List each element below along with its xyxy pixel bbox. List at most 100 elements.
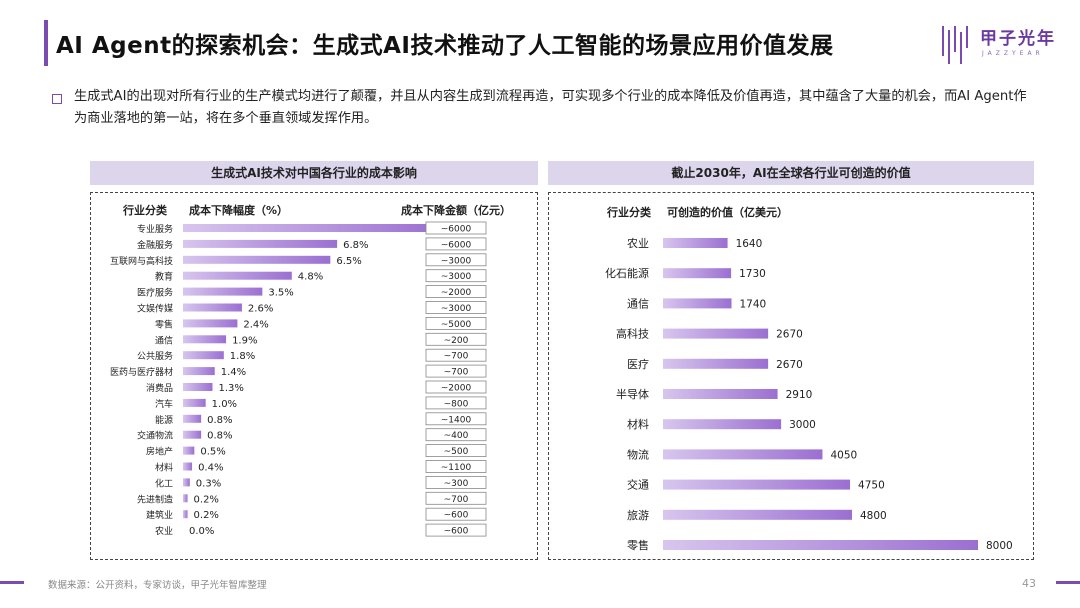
amount-box [425, 317, 487, 330]
value-header: 成本下降幅度（%） [189, 203, 288, 217]
category-label: 零售 [627, 538, 649, 552]
amount-label: ~200 [444, 336, 469, 346]
value-label: 2670 [776, 359, 803, 371]
amount-label: ~3000 [441, 272, 472, 282]
bar [183, 383, 213, 391]
value-label: 6.5% [336, 256, 361, 267]
bar [663, 419, 782, 430]
amount-box [425, 523, 487, 537]
bar [183, 271, 292, 280]
bar [663, 298, 732, 309]
amount-box [425, 428, 487, 442]
category-label: 教育 [155, 271, 173, 283]
amount-label: ~6000 [441, 240, 472, 250]
amount-box [425, 412, 487, 426]
category-label: 旅游 [627, 508, 649, 522]
category-label: 物流 [627, 447, 649, 461]
category-label: 建筑业 [146, 509, 173, 521]
value-label: 1.3% [218, 383, 243, 394]
bar [183, 319, 238, 328]
brand-subtitle: JAZZYEAR [982, 50, 1044, 57]
amount-label: ~700 [444, 495, 469, 505]
category-label: 农业 [627, 236, 649, 250]
category-label: 公共服务 [137, 350, 173, 362]
data-source: 数据来源：公开资料，专家访谈，甲子光年智库整理 [48, 580, 267, 591]
amount-label: ~700 [444, 352, 469, 362]
value-label: 1740 [740, 298, 767, 310]
category-label: 半导体 [616, 387, 649, 401]
category-label: 先进制造 [137, 493, 173, 505]
category-label: 高科技 [616, 327, 649, 341]
bar [663, 389, 778, 399]
amount-label: ~600 [444, 527, 469, 537]
bar [183, 239, 338, 248]
bar [663, 238, 728, 248]
value-label: 4750 [858, 480, 885, 492]
category-label: 金融服务 [137, 239, 173, 251]
amount-box [425, 253, 487, 267]
value-label: 1.8% [230, 351, 255, 362]
value-label: 0.5% [200, 447, 225, 458]
category-label: 医药与医疗器材 [110, 366, 173, 378]
amount-box [425, 460, 487, 473]
amount-label: ~1100 [441, 463, 472, 473]
bar [183, 430, 202, 439]
amount-box [425, 332, 487, 346]
category-label: 医疗服务 [137, 287, 173, 299]
footer-accent-right [1056, 581, 1080, 584]
amount-box [425, 237, 487, 251]
value-label: 0.0% [189, 526, 214, 537]
bar [183, 462, 193, 471]
value-label: 1.9% [232, 335, 257, 346]
value-header: 可创造的价值（亿美元） [667, 205, 788, 219]
value-label: 1730 [739, 268, 766, 280]
intro-paragraph: 生成式AI的出现对所有行业的生产模式均进行了颠覆，并且从内容生成到流程再造，可实… [74, 89, 1027, 126]
category-label: 消费品 [146, 382, 173, 394]
value-label: 0.4% [198, 463, 223, 474]
category-label: 交通 [627, 478, 649, 492]
category-label: 材料 [627, 417, 649, 431]
amount-label: ~800 [444, 399, 469, 409]
amount-box [425, 507, 487, 521]
title-accent-bar [44, 20, 48, 66]
amount-box [425, 491, 487, 505]
value-label: 0.2% [194, 494, 219, 505]
bar [183, 494, 188, 503]
amount-label: ~5000 [441, 320, 472, 330]
amount-label: ~300 [444, 479, 469, 489]
value-label: 2670 [776, 329, 803, 341]
page-title: AI Agent的探索机会：生成式AI技术推动了人工智能的场景应用价值发展 [56, 33, 834, 59]
category-header: 行业分类 [122, 203, 168, 217]
category-label: 农业 [155, 525, 173, 537]
amount-label: ~600 [444, 511, 469, 521]
category-label: 房地产 [146, 446, 173, 458]
amount-box [425, 269, 487, 283]
category-label: 材料 [155, 462, 173, 474]
bar [183, 224, 440, 232]
category-label: 零售 [155, 318, 173, 330]
category-header: 行业分类 [606, 205, 652, 219]
brand-logo-icon [942, 26, 968, 64]
amount-label: ~1400 [441, 415, 472, 425]
footer-accent-left [0, 581, 24, 584]
left-chart-panel: 行业分类成本下降幅度（%）成本下降金额（亿元）专业服务11.3%~6000金融服… [90, 192, 538, 560]
value-label: 3.5% [268, 288, 293, 299]
left-chart-title: 生成式AI技术对中国各行业的成本影响 [90, 161, 538, 185]
bar [183, 398, 206, 407]
bar [663, 449, 823, 460]
bar [183, 367, 215, 376]
amount-header: 成本下降金额（亿元） [401, 203, 511, 217]
value-label: 1.4% [221, 367, 246, 378]
value-creation-chart: 行业分类 可创造的价值（亿美元） 农业 1640 化石能源 1730 通信 1740 高科技 26… [605, 205, 1013, 552]
bar [663, 540, 978, 550]
amount-box [425, 475, 487, 489]
bar [183, 287, 263, 296]
amount-box [425, 301, 487, 314]
category-label: 汽车 [155, 398, 173, 410]
value-label: 1.0% [212, 399, 237, 410]
category-label: 文娱传媒 [137, 303, 173, 315]
category-label: 化工 [155, 477, 173, 489]
value-label: 3000 [789, 419, 816, 431]
category-label: 交通物流 [137, 430, 173, 442]
bar [183, 446, 195, 455]
